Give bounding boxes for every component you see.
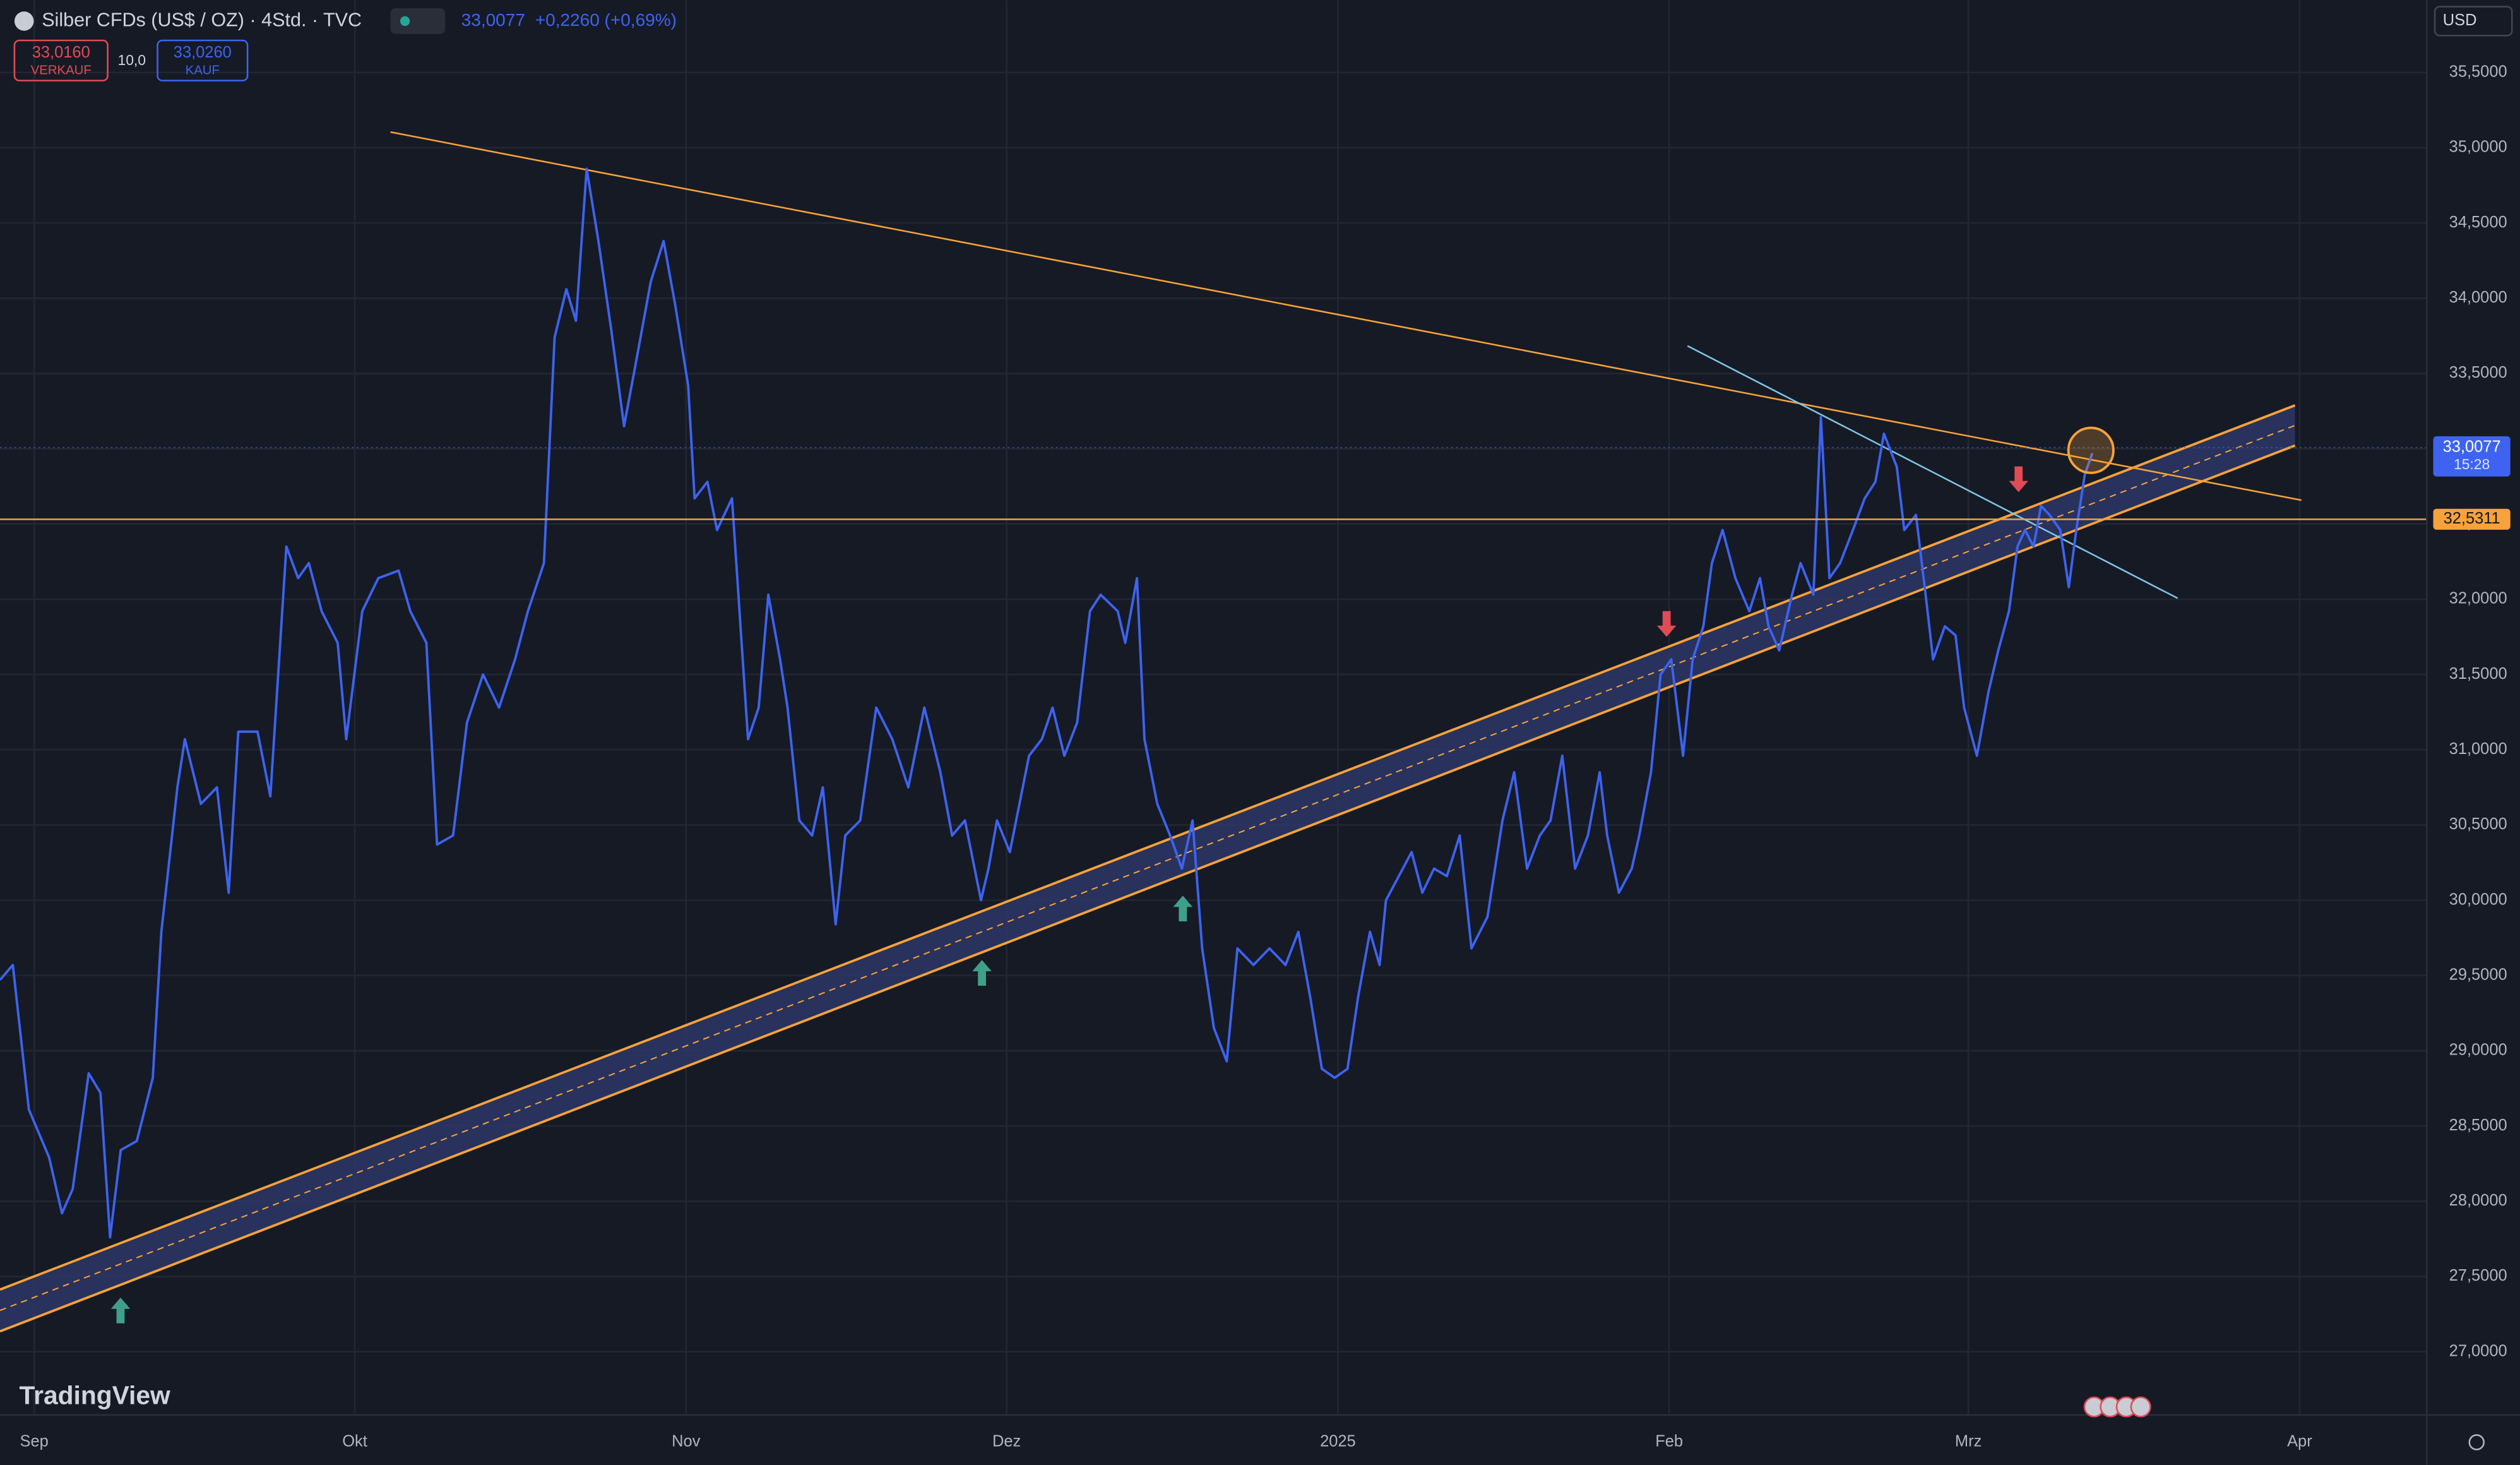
y-tick-label: 31,0000 <box>2449 740 2507 758</box>
status-badge <box>390 8 446 34</box>
x-tick-label: Feb <box>1655 1433 1683 1450</box>
down-arrow <box>2009 466 2028 493</box>
x-tick-label: 2025 <box>1320 1433 1356 1450</box>
level-label: 32,5311 <box>2444 510 2500 527</box>
sell-price: 33,0160 <box>32 44 90 61</box>
buy-label: KAUF <box>186 64 220 78</box>
symbol-icon <box>14 11 34 31</box>
plot <box>0 167 2427 1239</box>
y-tick-label: 28,0000 <box>2449 1192 2507 1209</box>
y-tick-label: 33,5000 <box>2449 364 2507 381</box>
sell-button[interactable] <box>13 39 109 81</box>
trend-line <box>390 131 2302 501</box>
quantity: 10,0 <box>117 52 146 68</box>
y-tick-label: 28,5000 <box>2449 1116 2507 1134</box>
last-price-box <box>2433 436 2511 477</box>
price-line <box>0 167 2094 1239</box>
event-icon[interactable] <box>2130 1396 2151 1418</box>
y-tick-label: 27,0000 <box>2449 1342 2507 1360</box>
trend-line-blue <box>1687 345 2178 599</box>
y-tick-label: 29,0000 <box>2449 1041 2507 1059</box>
sell-label: VERKAUF <box>31 64 92 78</box>
brand: TradingView <box>20 1381 170 1410</box>
y-tick-label: 35,5000 <box>2449 63 2507 80</box>
x-tick-label: Okt <box>342 1433 367 1450</box>
y-tick-label: 34,5000 <box>2449 213 2507 231</box>
grid <box>0 0 2427 1415</box>
last-price-time: 15:28 <box>2454 456 2490 472</box>
up-arrow <box>972 960 992 986</box>
up-arrow <box>1173 895 1193 922</box>
up-arrow <box>110 1297 131 1324</box>
up-arrows <box>110 895 1193 1324</box>
channel-lower <box>0 444 2296 1333</box>
x-tick-label: Dez <box>992 1433 1021 1450</box>
channel-upper <box>0 404 2296 1291</box>
down-arrow <box>1656 611 1677 637</box>
x-tick-label: Mrz <box>1955 1433 1982 1450</box>
level-label-box <box>2433 508 2511 530</box>
channel-mid <box>0 424 2295 1312</box>
status-dot <box>400 16 410 27</box>
y-tick-label: 29,5000 <box>2449 966 2507 984</box>
y-tick-label: 32,0000 <box>2449 590 2507 607</box>
x-tick-label: Nov <box>672 1433 701 1450</box>
last-price: 33,0077 <box>461 10 525 30</box>
y-tick-label: 27,5000 <box>2449 1267 2507 1284</box>
buy-price: 33,0260 <box>174 44 232 61</box>
settings-icon[interactable] <box>2468 1434 2485 1450</box>
buy-button[interactable] <box>157 39 249 81</box>
y-tick-label: 35,0000 <box>2449 138 2507 156</box>
x-tick-label: Apr <box>2287 1433 2312 1450</box>
highlight-circle <box>2067 426 2115 474</box>
y-tick-label: 31,5000 <box>2449 665 2507 683</box>
down-arrows <box>1656 466 2028 637</box>
y-tick-label: 30,0000 <box>2449 890 2507 908</box>
y-tick-label: 34,0000 <box>2449 289 2507 306</box>
y-tick-label: 30,5000 <box>2449 815 2507 833</box>
last-price-label: 33,0077 <box>2443 438 2501 455</box>
currency-button[interactable] <box>2434 6 2513 37</box>
price-change: +0,2260 (+0,69%) <box>535 10 677 30</box>
chart-title: Silber CFDs (US$ / OZ) · 4Std. · TVC <box>42 9 362 30</box>
event-icons <box>2083 1396 2151 1418</box>
currency: USD <box>2443 11 2477 29</box>
x-tick-label: Sep <box>20 1433 49 1450</box>
